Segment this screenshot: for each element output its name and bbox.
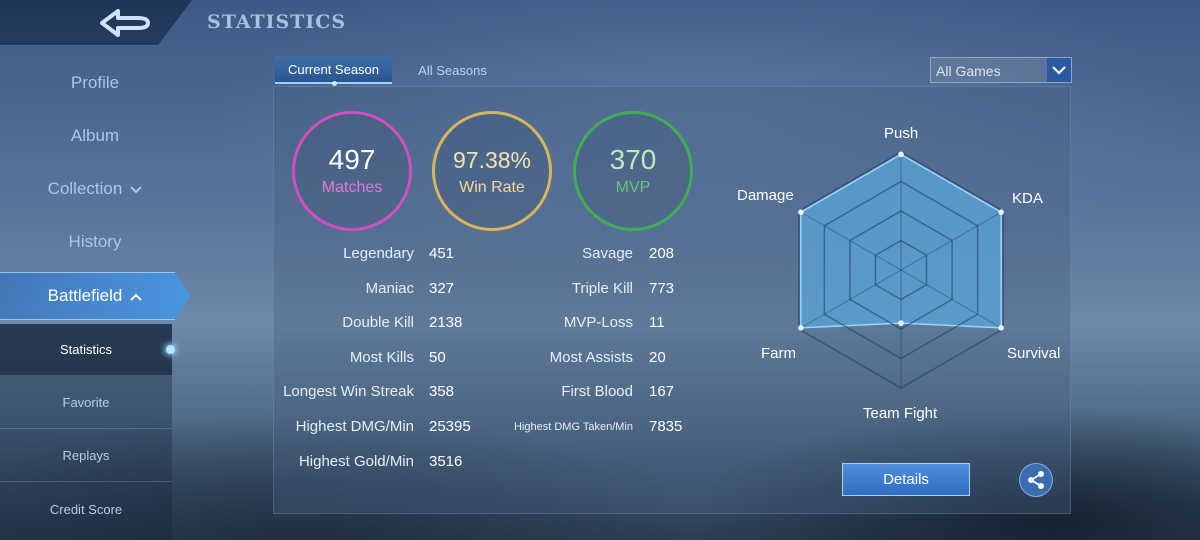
sidebar-subitem-statistics[interactable]: Statistics (0, 324, 175, 376)
radar-grid-ring-1 (874, 239, 928, 301)
sidebar-subitem-label: Credit Score (49, 501, 123, 517)
stat-value: 208 (649, 245, 675, 262)
radar-label-survival: Survival (1007, 345, 1061, 362)
back-tab (0, 0, 192, 46)
details-button[interactable]: Details (842, 463, 970, 496)
tab-all-seasons[interactable]: All Seasons (405, 56, 500, 84)
radar-grid-ring-2 (849, 210, 953, 330)
stat-value: 11 (649, 314, 665, 331)
stat-label: Maniac (365, 280, 414, 297)
stat-label: First Blood (561, 383, 633, 400)
sidebar-submenu: Statistics Favorite Replays Credit Score (0, 324, 175, 540)
tab-label: All Seasons (418, 62, 487, 78)
matches-label: Matches (321, 179, 383, 196)
stat-label: Savage (582, 245, 633, 262)
back-arrow-icon (100, 9, 150, 37)
game-mode-select-value: All Games (936, 63, 1001, 79)
game-mode-select[interactable]: All Games (930, 57, 1072, 83)
sidebar-subitem-replays[interactable]: Replays (0, 430, 172, 482)
radar-grid-ring-3 (823, 180, 979, 360)
stat-value: 451 (429, 245, 455, 262)
stat-label: Highest DMG/Min (295, 418, 414, 435)
back-button[interactable] (92, 6, 160, 40)
sidebar-item-album[interactable]: Album (0, 116, 190, 156)
share-icon (1028, 471, 1044, 489)
sidebar-item-label: Collection (47, 179, 123, 198)
sidebar-item-collection[interactable]: Collection (0, 169, 190, 209)
radar-point-team-fight (898, 320, 904, 326)
top-bar: STATISTICS (0, 0, 1200, 46)
radar-spoke-5 (798, 210, 902, 271)
performance-radar (730, 120, 1070, 430)
chevron-down-icon (130, 182, 143, 197)
radar-point-kda (998, 209, 1004, 215)
matches-summary: 497 Matches (292, 111, 412, 231)
sidebar-subitem-credit-score[interactable]: Credit Score (0, 483, 172, 535)
win-rate-value: 97.38% (452, 147, 531, 173)
stat-label: MVP-Loss (563, 314, 633, 331)
win-rate-summary: 97.38% Win Rate (432, 111, 552, 231)
stat-value: 773 (649, 280, 675, 297)
sidebar-item-label: Battlefield (47, 286, 123, 305)
tab-label: Current Season (287, 61, 380, 77)
stat-value: 7835 (649, 418, 683, 435)
sidebar: Profile Album Collection History Battlef… (0, 56, 190, 540)
stat-label: Longest Win Streak (283, 383, 414, 400)
radar-label-kda: KDA (1012, 190, 1043, 207)
share-button[interactable] (1019, 463, 1053, 497)
stat-label: Most Kills (349, 349, 414, 366)
stat-value: 2138 (429, 314, 463, 331)
sidebar-subitem-favorite[interactable]: Favorite (0, 377, 172, 429)
tab-current-season[interactable]: Current Season (275, 56, 392, 86)
sidebar-subitem-label: Statistics (59, 342, 112, 357)
radar-label-team-fight: Team Fight (863, 405, 938, 422)
details-button-label: Details (883, 471, 929, 488)
sidebar-subitem-label: Favorite (62, 395, 110, 410)
radar-point-push (898, 151, 904, 158)
sidebar-item-battlefield[interactable]: Battlefield (0, 272, 190, 320)
radar-label-damage: Damage (737, 187, 794, 204)
radar-point-damage (798, 209, 804, 215)
mvp-value: 370 (609, 144, 657, 175)
mvp-summary: 370 MVP (573, 111, 693, 231)
sidebar-item-label: Album (70, 126, 120, 145)
stat-label: Most Assists (549, 349, 633, 366)
stat-value: 327 (429, 280, 455, 297)
stat-value: 3516 (429, 453, 463, 470)
sidebar-item-history[interactable]: History (0, 222, 190, 262)
sidebar-item-label: Profile (70, 73, 120, 92)
stat-value: 20 (649, 349, 666, 366)
radar-chart (798, 151, 1004, 389)
stat-value: 50 (429, 349, 446, 366)
season-tabs: Current Season All Seasons (275, 56, 1075, 86)
mvp-label: MVP (615, 179, 651, 196)
radar-spoke-1 (900, 210, 1004, 271)
stat-value: 25395 (429, 418, 471, 435)
radar-label-push: Push (884, 125, 919, 142)
stat-label: Highest Gold/Min (298, 453, 414, 470)
stat-label: Double Kill (342, 314, 414, 331)
stat-label: Legendary (343, 245, 414, 262)
radar-spoke-4 (798, 269, 902, 330)
active-indicator-dot (166, 345, 175, 354)
radar-point-farm (798, 325, 804, 331)
sidebar-subitem-label: Replays (62, 448, 110, 463)
radar-label-farm: Farm (761, 345, 796, 362)
stat-label: Highest DMG Taken/Min (513, 421, 633, 433)
radar-spoke-2 (900, 269, 1004, 330)
stat-value: 167 (649, 383, 675, 400)
sidebar-item-label: History (68, 232, 122, 251)
chevron-down-icon[interactable] (1047, 58, 1071, 82)
page-title: STATISTICS (207, 11, 347, 33)
chevron-up-icon (130, 289, 143, 304)
win-rate-label: Win Rate (459, 179, 525, 196)
stat-label: Triple Kill (571, 280, 633, 297)
stat-value: 358 (429, 383, 455, 400)
sidebar-item-profile[interactable]: Profile (0, 63, 190, 103)
matches-value: 497 (328, 144, 376, 175)
radar-point-survival (998, 325, 1004, 331)
